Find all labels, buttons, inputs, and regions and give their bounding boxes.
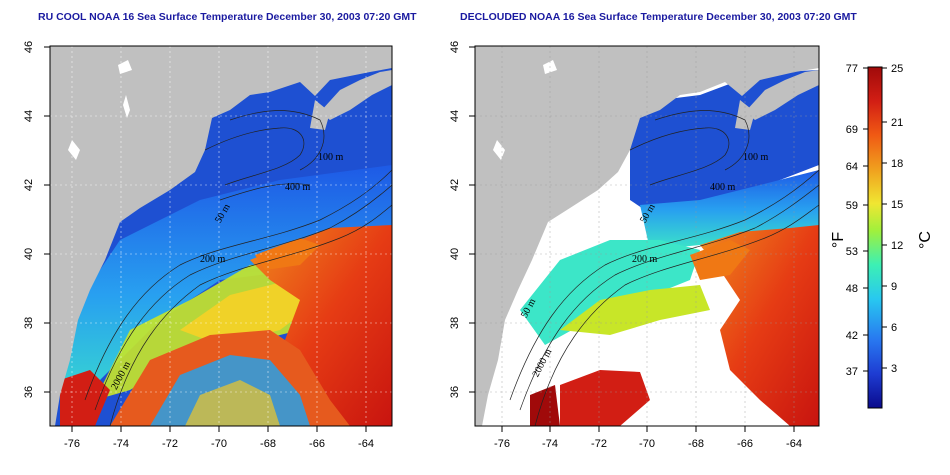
lat-tick: 44: [23, 110, 35, 122]
lon-tick: -66: [737, 438, 753, 450]
map-right-title: DECLOUDED NOAA 16 Sea Surface Temperatur…: [460, 11, 857, 23]
lat-tick: 40: [23, 248, 35, 260]
lat-tick: 44: [449, 110, 461, 122]
gulf-stream: [700, 225, 819, 426]
colorbar-gradient: [867, 66, 883, 409]
lon-tick: -66: [309, 438, 325, 450]
lat-tick: 38: [449, 317, 461, 329]
lat-tick: 36: [23, 386, 35, 398]
lon-tick: -70: [211, 438, 227, 450]
lon-tick: -74: [113, 438, 129, 450]
lat-tick: 42: [23, 179, 35, 191]
temperature-colorbar: 77 69 64 59 53 48 42 37 25 21 18 15 12 9…: [830, 63, 934, 409]
contour-label-400m: 400 m: [285, 182, 311, 193]
lon-tick: -72: [162, 438, 178, 450]
fahrenheit-tick: 53: [846, 246, 858, 258]
celsius-tick: 3: [891, 363, 897, 375]
southern-warm-patch: [60, 370, 110, 426]
lon-tick: -64: [786, 438, 802, 450]
lat-tick: 42: [449, 179, 461, 191]
lon-tick: -70: [639, 438, 655, 450]
celsius-tick: 25: [891, 63, 903, 75]
shelf-water: [60, 165, 392, 426]
celsius-tick: 9: [891, 281, 897, 293]
celsius-tick: 18: [891, 158, 903, 170]
slope-water: [520, 240, 700, 345]
gulf-stream: [250, 225, 392, 426]
southern-warm-patch: [560, 370, 650, 426]
lon-tick: -68: [260, 438, 276, 450]
celsius-tick: 12: [891, 240, 903, 252]
land-mass: [50, 46, 392, 426]
contour-label-100m: 100 m: [318, 152, 344, 163]
contour-label-100m: 100 m: [743, 152, 769, 163]
map-right-panel: 100 m 400 m 50 m 200 m 50 m 2000 m 36 38: [449, 41, 820, 450]
fahrenheit-tick: 37: [846, 366, 858, 378]
map-left-title: RU COOL NOAA 16 Sea Surface Temperature …: [38, 11, 417, 23]
map-left-frame: [49, 45, 393, 427]
lat-tick: 46: [23, 41, 35, 53]
bathymetry-contours: [509, 110, 819, 426]
warm-slope-water: [180, 280, 320, 345]
contour-label-200m: 200 m: [200, 254, 226, 265]
lon-tick: -72: [591, 438, 607, 450]
fahrenheit-tick: 48: [846, 283, 858, 295]
fahrenheit-tick: 69: [846, 124, 858, 136]
land-mass: [475, 46, 819, 426]
fahrenheit-tick: 64: [846, 161, 858, 173]
celsius-unit-label: °C: [917, 231, 934, 249]
fahrenheit-unit-label: °F: [830, 232, 847, 248]
map-left-panel: 100 m 400 m 50 m 200 m 2000 m 36 38 4: [23, 41, 393, 450]
fahrenheit-tick: 77: [846, 63, 858, 75]
contour-label-400m: 400 m: [710, 182, 736, 193]
lat-tick: 38: [23, 317, 35, 329]
lon-tick: -76: [494, 438, 510, 450]
warm-slope-water: [560, 285, 710, 335]
lon-tick: -76: [64, 438, 80, 450]
gulf-stream-edge: [255, 238, 320, 270]
fahrenheit-tick: 59: [846, 200, 858, 212]
lat-tick: 36: [449, 386, 461, 398]
bathymetry-contours: [84, 110, 392, 426]
fahrenheit-tick: 42: [846, 330, 858, 342]
lon-tick: -74: [542, 438, 558, 450]
lon-tick: -64: [358, 438, 374, 450]
lat-tick: 40: [449, 248, 461, 260]
celsius-tick: 6: [891, 322, 897, 334]
lat-tick: 46: [449, 41, 461, 53]
celsius-tick: 15: [891, 199, 903, 211]
lon-tick: -68: [688, 438, 704, 450]
contour-label-200m: 200 m: [632, 254, 658, 265]
celsius-tick: 21: [891, 117, 903, 129]
